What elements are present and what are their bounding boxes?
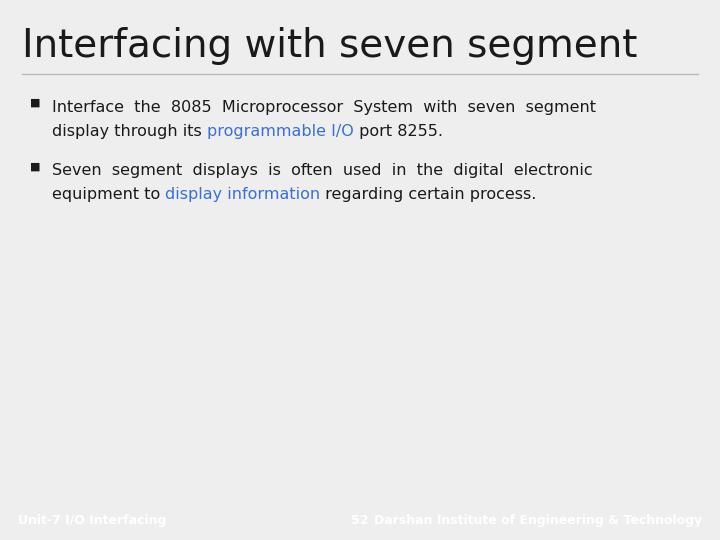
Text: display through its: display through its xyxy=(52,124,207,139)
Text: Darshan Institute of Engineering & Technology: Darshan Institute of Engineering & Techn… xyxy=(374,514,702,527)
Text: Unit-7 I/O Interfacing: Unit-7 I/O Interfacing xyxy=(18,514,166,527)
Text: regarding certain process.: regarding certain process. xyxy=(320,187,537,202)
Text: Interface  the  8085  Microprocessor  System  with  seven  segment: Interface the 8085 Microprocessor System… xyxy=(52,100,596,115)
Text: display information: display information xyxy=(166,187,320,202)
Text: Interfacing with seven segment: Interfacing with seven segment xyxy=(22,27,637,65)
Text: equipment to: equipment to xyxy=(52,187,166,202)
Text: port 8255.: port 8255. xyxy=(354,124,443,139)
Text: 52: 52 xyxy=(351,514,369,527)
Text: ■: ■ xyxy=(30,98,40,108)
Text: Seven  segment  displays  is  often  used  in  the  digital  electronic: Seven segment displays is often used in … xyxy=(52,164,593,178)
Text: ■: ■ xyxy=(30,161,40,171)
Text: programmable I/O: programmable I/O xyxy=(207,124,354,139)
